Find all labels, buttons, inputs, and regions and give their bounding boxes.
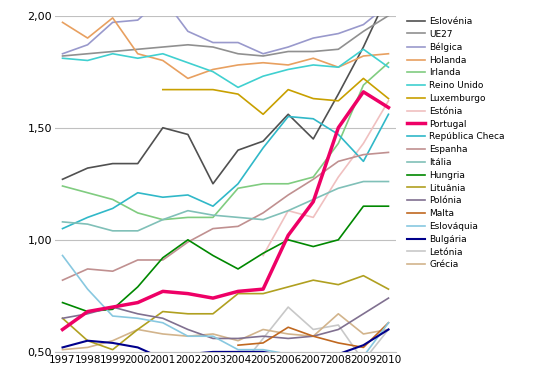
Legend: Eslovénia, UE27, Bélgica, Holanda, Irlanda, Reino Unido, Luxemburgo, Estónia, Po: Eslovénia, UE27, Bélgica, Holanda, Irlan… xyxy=(408,17,504,269)
